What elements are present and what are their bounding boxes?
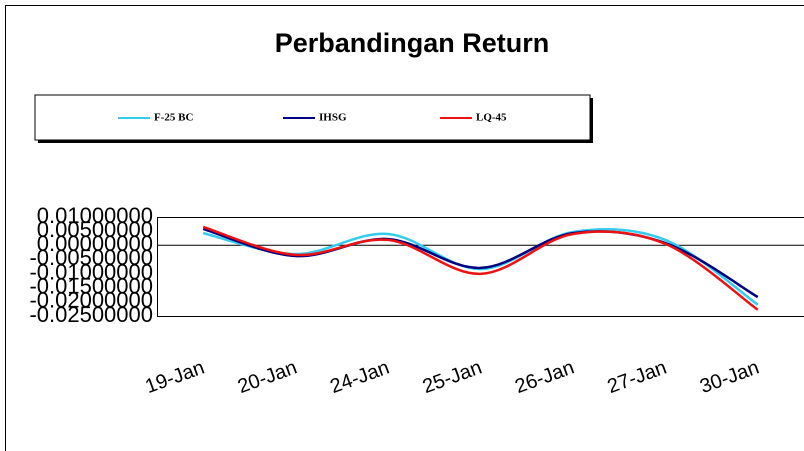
y-tick-label: 0.00500000 — [37, 217, 153, 242]
legend-label: F-25 BC — [154, 112, 193, 124]
y-tick-label: -0.01500000 — [29, 274, 153, 299]
y-tick-label: -0.02000000 — [29, 288, 153, 313]
legend-label: IHSG — [319, 112, 347, 124]
chart-title: Perbandingan Return — [275, 28, 550, 58]
y-tick-label: -0.01000000 — [29, 259, 153, 284]
legend-label: LQ-45 — [476, 112, 507, 124]
y-tick-label: 0.00000000 — [37, 231, 153, 256]
series-line — [202, 225, 759, 311]
y-tick-label: 0.01000000 — [37, 203, 153, 228]
y-tick-label: -0.00500000 — [29, 245, 153, 270]
y-tick-label: -0.02500000 — [29, 302, 153, 327]
